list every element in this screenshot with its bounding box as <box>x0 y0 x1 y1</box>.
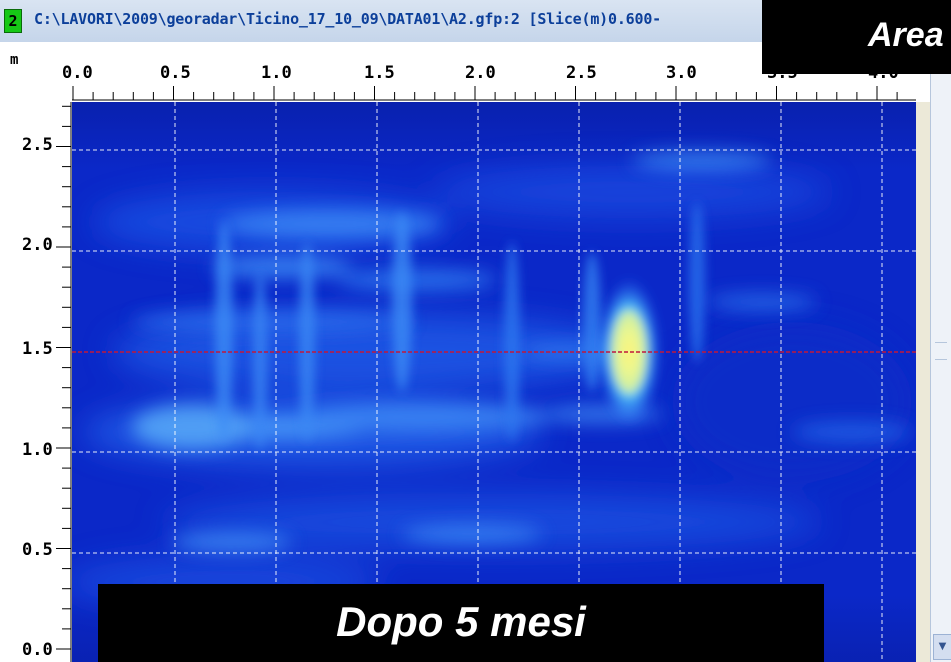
scroll-grip[interactable] <box>935 342 947 360</box>
y-tick-label: 1.0 <box>22 440 53 460</box>
gpr-slice-plot[interactable] <box>72 102 916 662</box>
y-tick-label: 1.5 <box>22 339 53 359</box>
y-tick-label: 0.5 <box>22 540 53 560</box>
y-tick-label: 2.5 <box>22 135 53 155</box>
x-tick-label: 3.0 <box>666 63 697 83</box>
window-title: C:\LAVORI\2009\georadar\Ticino_17_10_09\… <box>34 10 661 28</box>
caption-box: Dopo 5 mesi <box>98 584 824 662</box>
y-tick-label: 2.0 <box>22 235 53 255</box>
x-tick-label: 1.0 <box>261 63 292 83</box>
caption-text: Dopo 5 mesi <box>336 598 586 645</box>
x-tick-label: 1.5 <box>364 63 395 83</box>
y-tick-label: 0.0 <box>22 640 53 660</box>
left-ruler <box>0 102 72 662</box>
x-tick-label: 0.5 <box>160 63 191 83</box>
x-tick-label: 0.0 <box>62 63 93 83</box>
window-number-badge: 2 <box>4 9 22 33</box>
x-tick-label: 2.0 <box>465 63 496 83</box>
chevron-down-icon[interactable]: ▼ <box>933 634 951 660</box>
area-overlay-box: Area <box>762 0 951 74</box>
x-tick-label: 2.5 <box>566 63 597 83</box>
axis-unit-label: m <box>10 52 19 68</box>
vertical-scrollbar[interactable]: ▼ <box>930 42 951 662</box>
amplitude-map <box>72 102 916 662</box>
area-overlay-label: Area <box>868 16 944 54</box>
